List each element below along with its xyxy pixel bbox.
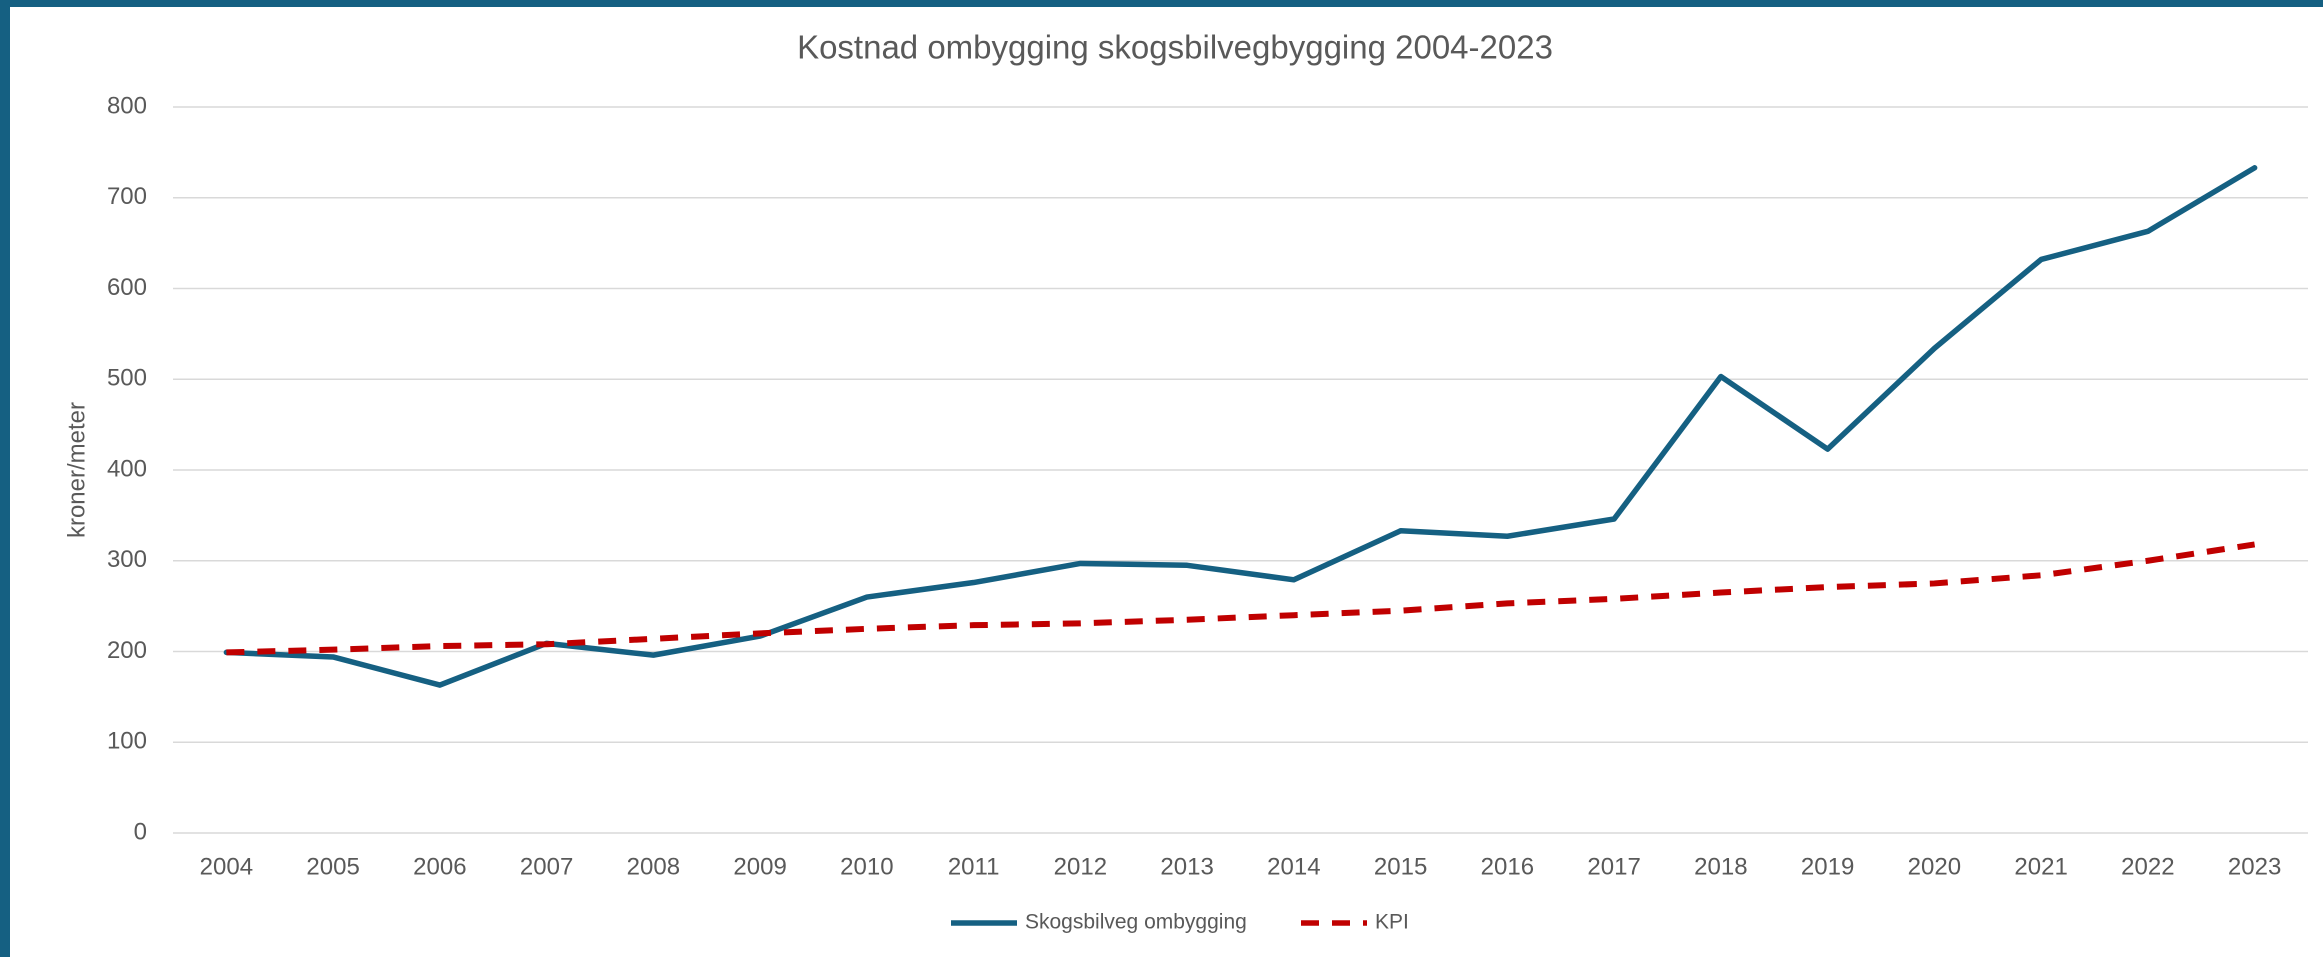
x-tick-label: 2022 bbox=[2121, 853, 2174, 880]
chart-title: Kostnad ombygging skogsbilvegbygging 200… bbox=[797, 29, 1553, 66]
y-tick-label: 300 bbox=[107, 546, 147, 573]
x-tick-label: 2005 bbox=[306, 853, 359, 880]
y-tick-label: 500 bbox=[107, 365, 147, 392]
x-tick-label: 2012 bbox=[1054, 853, 1107, 880]
x-tick-label: 2016 bbox=[1481, 853, 1534, 880]
x-tick-label: 2021 bbox=[2014, 853, 2067, 880]
x-tick-label: 2018 bbox=[1694, 853, 1747, 880]
x-tick-label: 2004 bbox=[200, 853, 253, 880]
y-axis-label: kroner/meter bbox=[63, 402, 90, 538]
x-tick-label: 2010 bbox=[840, 853, 893, 880]
x-tick-label: 2013 bbox=[1160, 853, 1213, 880]
left-border bbox=[0, 0, 10, 957]
top-border bbox=[0, 0, 2323, 7]
x-tick-label: 2009 bbox=[733, 853, 786, 880]
legend-label: KPI bbox=[1375, 911, 1409, 934]
series-line bbox=[223, 165, 2258, 688]
x-tick-label: 2014 bbox=[1267, 853, 1320, 880]
x-tick-label: 2006 bbox=[413, 853, 466, 880]
y-tick-label: 800 bbox=[107, 92, 147, 119]
y-tick-label: 200 bbox=[107, 637, 147, 664]
y-tick-label: 100 bbox=[107, 728, 147, 755]
y-tick-label: 400 bbox=[107, 455, 147, 482]
series-line bbox=[226, 541, 2256, 656]
x-tick-label: 2015 bbox=[1374, 853, 1427, 880]
x-tick-label: 2020 bbox=[1908, 853, 1961, 880]
x-tick-label: 2008 bbox=[627, 853, 680, 880]
x-tick-label: 2007 bbox=[520, 853, 573, 880]
x-tick-label: 2019 bbox=[1801, 853, 1854, 880]
y-tick-label: 0 bbox=[134, 818, 147, 845]
x-tick-label: 2017 bbox=[1587, 853, 1640, 880]
legend-label: Skogsbilveg ombygging bbox=[1025, 911, 1247, 934]
y-tick-label: 700 bbox=[107, 183, 147, 210]
x-tick-label: 2023 bbox=[2228, 853, 2281, 880]
x-tick-label: 2011 bbox=[948, 853, 1000, 880]
y-tick-label: 600 bbox=[107, 274, 147, 301]
